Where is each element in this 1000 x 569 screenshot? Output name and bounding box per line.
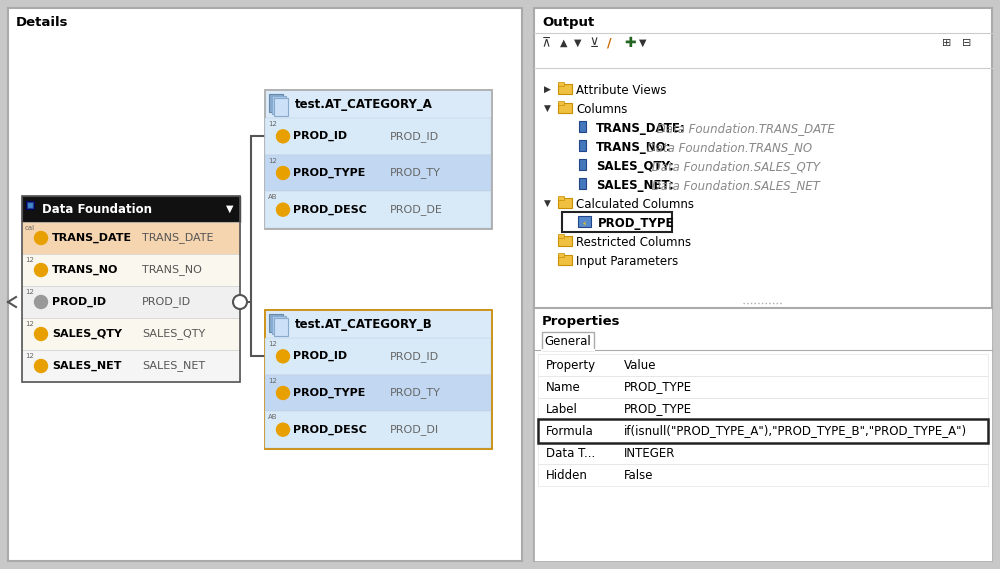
Text: PROD_TYPE: PROD_TYPE	[624, 402, 692, 415]
FancyBboxPatch shape	[562, 212, 672, 232]
Text: 12: 12	[25, 353, 34, 359]
Text: Data Foundation.SALES_NET: Data Foundation.SALES_NET	[648, 179, 820, 192]
Text: PROD_TYPE: PROD_TYPE	[598, 217, 674, 230]
FancyBboxPatch shape	[22, 222, 240, 254]
FancyBboxPatch shape	[272, 316, 286, 334]
Text: PROD_TYPE: PROD_TYPE	[624, 381, 692, 394]
Text: Data Foundation.TRANS_DATE: Data Foundation.TRANS_DATE	[653, 122, 835, 135]
Text: Properties: Properties	[542, 315, 620, 328]
FancyBboxPatch shape	[269, 314, 283, 332]
FancyBboxPatch shape	[265, 155, 491, 191]
FancyBboxPatch shape	[538, 464, 988, 486]
FancyBboxPatch shape	[542, 332, 594, 350]
Text: General: General	[545, 335, 591, 348]
Text: ▼: ▼	[574, 38, 582, 48]
Text: ⊟: ⊟	[962, 38, 971, 48]
FancyBboxPatch shape	[22, 254, 240, 286]
Text: PROD_TY: PROD_TY	[390, 387, 441, 398]
Text: ▼: ▼	[544, 199, 551, 208]
FancyBboxPatch shape	[272, 96, 286, 114]
Circle shape	[34, 360, 48, 373]
Text: ✚: ✚	[624, 36, 636, 50]
Text: PROD_TYPE: PROD_TYPE	[293, 388, 365, 398]
Text: Data T...: Data T...	[546, 447, 595, 460]
FancyBboxPatch shape	[558, 82, 564, 86]
Circle shape	[34, 295, 48, 308]
Text: PROD_DESC: PROD_DESC	[293, 204, 367, 215]
Circle shape	[34, 232, 48, 245]
Text: Property: Property	[546, 358, 596, 372]
Text: ⚡: ⚡	[581, 219, 587, 228]
Text: Name: Name	[546, 381, 581, 394]
Text: Calculated Columns: Calculated Columns	[576, 198, 694, 211]
FancyBboxPatch shape	[28, 203, 32, 207]
Text: Label: Label	[546, 402, 578, 415]
FancyBboxPatch shape	[534, 8, 992, 561]
FancyBboxPatch shape	[558, 84, 572, 94]
Text: PROD_ID: PROD_ID	[142, 296, 191, 307]
Text: Details: Details	[16, 15, 68, 28]
Text: TRANS_NO:: TRANS_NO:	[596, 141, 672, 154]
Text: Attribute Views: Attribute Views	[576, 84, 666, 97]
Text: SALES_QTY: SALES_QTY	[142, 328, 205, 340]
FancyBboxPatch shape	[274, 318, 288, 336]
Text: SALES_QTY:: SALES_QTY:	[596, 160, 674, 173]
FancyBboxPatch shape	[265, 338, 491, 374]
Circle shape	[276, 167, 290, 179]
Text: SALES_NET: SALES_NET	[52, 361, 122, 371]
FancyBboxPatch shape	[538, 442, 988, 464]
Text: Columns: Columns	[576, 103, 627, 116]
Text: ▼: ▼	[544, 104, 551, 113]
Text: PROD_ID: PROD_ID	[390, 351, 439, 362]
Text: ▲: ▲	[560, 38, 568, 48]
Text: test.AT_CATEGORY_B: test.AT_CATEGORY_B	[295, 318, 433, 331]
FancyBboxPatch shape	[538, 376, 988, 398]
Text: ⊻: ⊻	[590, 36, 599, 50]
Text: if(isnull("PROD_TYPE_A"),"PROD_TYPE_B","PROD_TYPE_A"): if(isnull("PROD_TYPE_A"),"PROD_TYPE_B","…	[624, 424, 967, 438]
FancyBboxPatch shape	[558, 103, 572, 113]
Text: ▼: ▼	[226, 204, 234, 214]
FancyBboxPatch shape	[579, 178, 586, 189]
FancyBboxPatch shape	[579, 159, 586, 170]
FancyBboxPatch shape	[274, 98, 288, 116]
Text: PROD_ID: PROD_ID	[293, 131, 347, 142]
Text: TRANS_NO: TRANS_NO	[52, 265, 118, 275]
Text: 12: 12	[25, 321, 34, 327]
FancyBboxPatch shape	[22, 196, 240, 222]
Text: ▶: ▶	[544, 85, 551, 94]
Text: PROD_ID: PROD_ID	[52, 297, 106, 307]
Text: 12: 12	[268, 121, 277, 127]
Text: PROD_ID: PROD_ID	[390, 131, 439, 142]
Text: False: False	[624, 468, 654, 481]
Text: TRANS_DATE: TRANS_DATE	[52, 233, 132, 243]
Text: PROD_ID: PROD_ID	[293, 351, 347, 361]
FancyBboxPatch shape	[265, 118, 491, 155]
Text: ⊼: ⊼	[542, 36, 551, 50]
FancyBboxPatch shape	[538, 354, 988, 376]
Text: test.AT_CATEGORY_A: test.AT_CATEGORY_A	[295, 97, 433, 110]
FancyBboxPatch shape	[538, 419, 988, 443]
FancyBboxPatch shape	[265, 310, 491, 448]
Text: PROD_TYPE: PROD_TYPE	[293, 168, 365, 178]
Text: Value: Value	[624, 358, 656, 372]
FancyBboxPatch shape	[578, 216, 591, 227]
Text: cal: cal	[25, 225, 35, 231]
Text: SALES_NET:: SALES_NET:	[596, 179, 674, 192]
Text: Data Foundation.SALES_QTY: Data Foundation.SALES_QTY	[648, 160, 820, 173]
Circle shape	[276, 386, 290, 399]
Circle shape	[233, 295, 247, 309]
Text: Hidden: Hidden	[546, 468, 588, 481]
Text: 12: 12	[25, 289, 34, 295]
Circle shape	[34, 263, 48, 277]
Text: TRANS_NO: TRANS_NO	[142, 265, 202, 275]
FancyBboxPatch shape	[538, 420, 988, 442]
Text: Restricted Columns: Restricted Columns	[576, 236, 691, 249]
Text: PROD_TY: PROD_TY	[390, 167, 441, 179]
Text: PROD_DI: PROD_DI	[390, 424, 439, 435]
Text: Data Foundation: Data Foundation	[42, 203, 152, 216]
Text: PROD_DESC: PROD_DESC	[293, 424, 367, 435]
Circle shape	[276, 350, 290, 363]
FancyBboxPatch shape	[558, 101, 564, 105]
Text: SALES_NET: SALES_NET	[142, 361, 205, 372]
